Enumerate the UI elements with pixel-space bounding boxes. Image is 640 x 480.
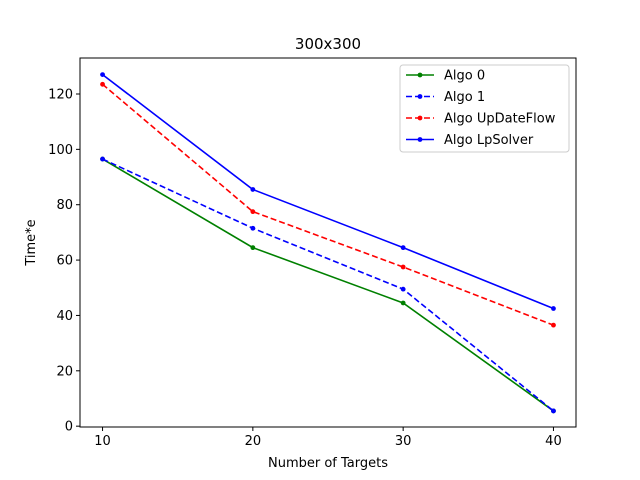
x-axis: 10 20 30 40	[94, 427, 562, 449]
data-point	[250, 225, 256, 231]
data-point	[551, 408, 556, 414]
y-axis-label: Time*e	[24, 219, 39, 266]
legend-item: Algo 0	[406, 69, 485, 84]
legend-item: Algo 1	[406, 90, 485, 105]
x-tick-label: 10	[94, 434, 111, 449]
legend-label: Algo LpSolver	[444, 133, 534, 148]
legend-marker	[417, 115, 423, 121]
data-point	[551, 322, 556, 328]
series-line	[102, 73, 554, 310]
data-point	[400, 300, 406, 306]
y-tick-label: 100	[48, 143, 73, 158]
x-tick-label: 20	[245, 434, 262, 449]
data-point	[100, 72, 105, 78]
y-tick-label: 60	[56, 254, 73, 269]
data-point	[400, 286, 406, 292]
plot-area-frame	[79, 57, 577, 428]
series-algo-lpsolver	[100, 72, 556, 311]
data-point	[100, 81, 105, 87]
legend-marker	[417, 94, 423, 99]
legend-item: Algo UpDateFlow	[406, 112, 556, 127]
y-axis: 0 20 40 60 80 100 120	[48, 87, 80, 435]
series-algo-0	[100, 156, 556, 414]
data-point	[400, 264, 406, 270]
legend-marker	[417, 72, 423, 78]
y-tick-label: 0	[65, 420, 73, 435]
data-point	[400, 245, 406, 251]
series-layer	[100, 72, 556, 414]
series-line	[102, 83, 554, 326]
data-point	[250, 245, 256, 251]
y-tick-label: 40	[56, 309, 73, 324]
legend-marker	[417, 137, 423, 142]
data-point	[551, 306, 556, 311]
data-point	[250, 187, 256, 192]
legend-box	[399, 64, 570, 153]
legend: Algo 0 Algo 1 Algo UpDateFlow Algo LpSolver	[399, 64, 570, 153]
data-point	[250, 209, 256, 215]
x-tick-label: 30	[395, 434, 412, 449]
series-line	[102, 158, 554, 412]
legend-label: Algo UpDateFlow	[444, 112, 556, 127]
chart-title: 300x300	[295, 35, 361, 53]
series-algo-updateflow	[100, 81, 556, 328]
legend-label: Algo 1	[444, 90, 485, 105]
series-algo-1	[100, 156, 556, 414]
legend-item: Algo LpSolver	[406, 133, 534, 148]
y-tick-label: 80	[56, 198, 73, 213]
y-tick-label: 120	[48, 87, 73, 102]
x-axis-label: Number of Targets	[268, 456, 388, 471]
legend-label: Algo 0	[444, 69, 485, 84]
series-line	[102, 158, 554, 412]
y-tick-label: 20	[56, 364, 73, 379]
data-point	[100, 156, 105, 162]
x-tick-label: 40	[545, 434, 562, 449]
